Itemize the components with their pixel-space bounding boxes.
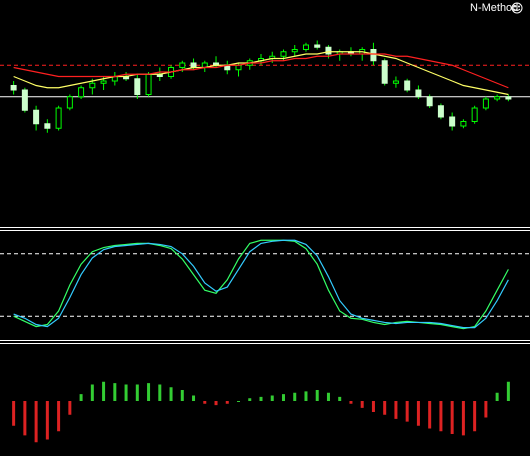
histogram-bar: [270, 395, 274, 401]
histogram-bar: [90, 384, 94, 401]
histogram-bar: [169, 387, 173, 401]
candle-body: [482, 98, 489, 109]
candle-body: [426, 96, 433, 107]
histogram-bar: [315, 390, 319, 401]
histogram-bar: [248, 398, 252, 401]
histogram-bar: [113, 383, 117, 401]
histogram-bar: [34, 401, 38, 443]
histogram-bar: [461, 401, 465, 436]
candle-body: [145, 73, 152, 95]
candle-body: [78, 87, 85, 98]
histogram-bar: [439, 401, 443, 432]
histogram-bar: [304, 391, 308, 401]
histogram-bar: [349, 401, 353, 404]
histogram-bar: [158, 384, 162, 401]
candle-body: [89, 82, 96, 89]
histogram-bar: [237, 401, 241, 402]
histogram-bar: [45, 401, 49, 440]
candle-body: [415, 89, 422, 98]
candle-body: [66, 96, 73, 109]
histogram-bar: [495, 392, 499, 401]
histogram-bar: [371, 401, 375, 412]
histogram-bar: [192, 395, 196, 401]
candle-body: [449, 116, 456, 127]
candle-body: [44, 123, 51, 129]
histogram-bar: [259, 396, 263, 401]
histogram-bar: [450, 401, 454, 434]
histogram-bar: [12, 401, 16, 426]
histogram-bar: [214, 401, 218, 406]
histogram-bar: [473, 401, 477, 432]
indicator-line: [13, 239, 509, 330]
histogram-bar: [416, 401, 420, 426]
histogram-bar: [102, 381, 106, 401]
candle-body: [460, 121, 467, 127]
histogram-bar: [428, 401, 432, 429]
candle-body: [325, 46, 332, 55]
histogram-bar: [383, 401, 387, 415]
histogram-bar: [124, 384, 128, 401]
candle-body: [505, 96, 512, 100]
candle-body: [302, 44, 309, 50]
histogram-bar: [68, 401, 72, 415]
candle-body: [134, 78, 141, 95]
chart-title: N-Method: [470, 2, 518, 14]
histogram-bar: [180, 390, 184, 401]
candle-body: [179, 62, 186, 68]
candle-body: [392, 80, 399, 84]
candle-body: [291, 49, 298, 53]
histogram-bar: [225, 401, 229, 404]
histogram-bar: [135, 384, 139, 401]
histogram-bar: [506, 381, 510, 401]
candle-body: [100, 80, 107, 84]
histogram-bar: [293, 392, 297, 401]
candle-body: [10, 85, 17, 91]
histogram-bar: [23, 401, 27, 436]
candle-body: [471, 107, 478, 122]
smiley-icon: [511, 2, 523, 14]
histogram-bar: [394, 401, 398, 419]
histogram-bar: [405, 401, 409, 422]
indicator-line: [13, 53, 509, 89]
candle-body: [370, 49, 377, 62]
candle-body: [235, 64, 242, 71]
histogram-bar: [57, 401, 61, 432]
candle-body: [437, 105, 444, 118]
histogram-bar: [484, 401, 488, 418]
histogram-bar: [147, 383, 151, 401]
candle-body: [494, 96, 501, 100]
candle-body: [314, 44, 321, 48]
candle-body: [55, 107, 62, 129]
candle-body: [381, 60, 388, 84]
histogram-bar: [338, 396, 342, 401]
histogram-bar: [326, 392, 330, 401]
candle-body: [33, 109, 40, 125]
candle-body: [280, 51, 287, 57]
candle-body: [21, 89, 28, 111]
indicator-line: [13, 51, 509, 96]
indicator-line: [13, 239, 509, 329]
histogram-bar: [281, 394, 285, 401]
candle-body: [190, 62, 197, 68]
histogram-bar: [360, 401, 364, 408]
histogram-bar: [79, 394, 83, 401]
candle-body: [404, 80, 411, 91]
histogram-bar: [203, 401, 207, 404]
panel-separators: [0, 227, 530, 344]
